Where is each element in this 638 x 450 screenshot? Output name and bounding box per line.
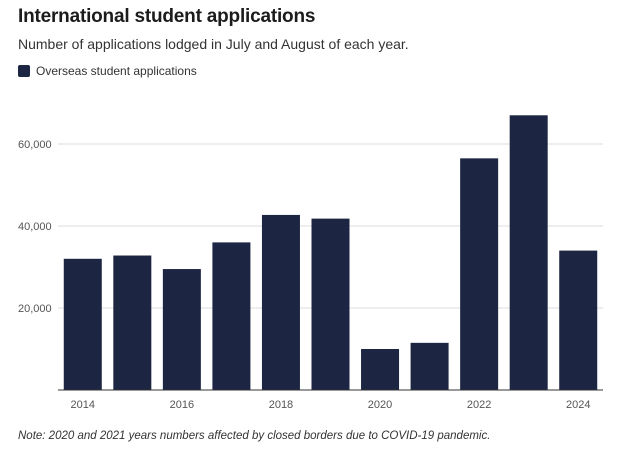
x-tick-label-2024: 2024 bbox=[566, 399, 590, 411]
bar-2019 bbox=[311, 218, 350, 390]
bar-2018 bbox=[261, 214, 300, 390]
y-tick-label-40000: 40,000 bbox=[18, 221, 52, 233]
bar-2017 bbox=[212, 242, 251, 390]
bar-2022 bbox=[460, 158, 499, 390]
bar-2023 bbox=[509, 115, 548, 391]
chart-subtitle: Number of applications lodged in July an… bbox=[18, 36, 409, 52]
bar-2014 bbox=[63, 258, 102, 390]
legend-label: Overseas student applications bbox=[36, 64, 197, 78]
legend-swatch bbox=[18, 65, 30, 77]
x-tick-label-2022: 2022 bbox=[467, 399, 491, 411]
x-tick-label-2016: 2016 bbox=[170, 399, 194, 411]
y-tick-label-20000: 20,000 bbox=[18, 303, 52, 315]
bar-2020 bbox=[361, 349, 400, 390]
chart-note: Note: 2020 and 2021 years numbers affect… bbox=[18, 430, 491, 442]
bar-2015 bbox=[113, 255, 152, 390]
chart-legend: Overseas student applications bbox=[18, 64, 197, 78]
bar-2021 bbox=[410, 342, 449, 390]
x-tick-label-2018: 2018 bbox=[269, 399, 293, 411]
chart-title: International student applications bbox=[18, 6, 316, 27]
y-tick-label-60000: 60,000 bbox=[18, 139, 52, 151]
x-tick-label-2020: 2020 bbox=[368, 399, 392, 411]
bar-2024 bbox=[559, 250, 598, 390]
bar-2016 bbox=[162, 269, 201, 390]
x-tick-label-2014: 2014 bbox=[71, 399, 95, 411]
